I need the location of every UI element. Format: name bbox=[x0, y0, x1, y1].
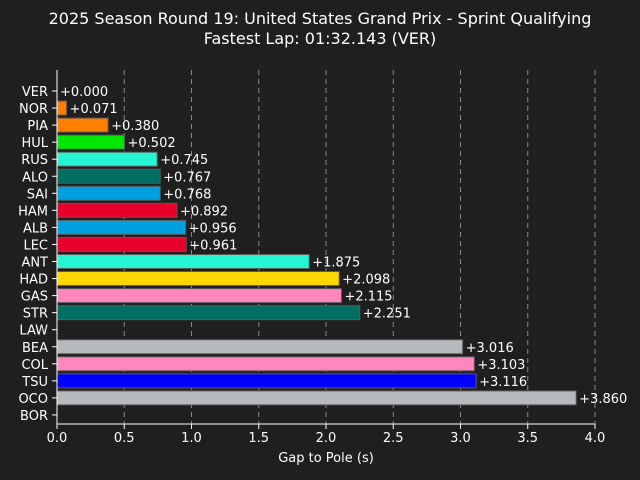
y-tick-label-str: STR bbox=[23, 307, 48, 322]
bar-had bbox=[56, 271, 340, 287]
bar-hul bbox=[56, 134, 126, 150]
axes: 0.0 0.5 1.0 1.5 2.0 2.5 3.0 3.5 4.0 VER NOR PIA HUL R… bbox=[18, 70, 605, 446]
bar-ant bbox=[56, 254, 310, 269]
data-label-col: +3.103 bbox=[477, 358, 525, 373]
data-label-oco: +3.860 bbox=[579, 392, 627, 407]
y-tick-label-alb: ALB bbox=[23, 221, 48, 236]
bar-sai bbox=[56, 185, 161, 201]
y-tick-label-gas: GAS bbox=[21, 290, 48, 305]
data-label-lec: +0.961 bbox=[189, 238, 237, 253]
data-label-pia: +0.380 bbox=[111, 119, 159, 134]
y-tick-label-hul: HUL bbox=[21, 136, 48, 151]
y-tick-label-ver: VER bbox=[22, 85, 48, 100]
y-tick-label-bor: BOR bbox=[20, 409, 48, 424]
y-tick-label-sai: SAI bbox=[27, 187, 48, 202]
x-tick-label: 0.5 bbox=[114, 431, 135, 446]
data-label-bea: +3.016 bbox=[466, 341, 514, 356]
x-tick-label: 2.0 bbox=[316, 431, 337, 446]
data-label-ver: +0.000 bbox=[60, 85, 108, 100]
x-axis-label: Gap to Pole (s) bbox=[278, 451, 374, 466]
y-tick-label-bea: BEA bbox=[22, 341, 48, 356]
x-tick-label: 3.0 bbox=[450, 431, 471, 446]
data-label-rus: +0.745 bbox=[160, 153, 208, 168]
bar-gas bbox=[56, 288, 342, 304]
bars: +0.000 +0.071 +0.380 +0.502 +0.745 +0.767 +0.7… bbox=[56, 85, 627, 407]
x-tick-label: 0.0 bbox=[47, 431, 68, 446]
chart-subtitle: Fastest Lap: 01:32.143 (VER) bbox=[204, 29, 437, 48]
y-tick-label-rus: RUS bbox=[21, 153, 48, 168]
y-tick-label-had: HAD bbox=[19, 273, 48, 288]
y-tick-label-nor: NOR bbox=[19, 102, 48, 117]
data-label-ant: +1.875 bbox=[312, 256, 360, 271]
y-tick-label-ant: ANT bbox=[21, 256, 48, 271]
y-tick-label-ham: HAM bbox=[18, 204, 48, 219]
y-tick-label-oco: OCO bbox=[18, 392, 48, 407]
y-tick-label-tsu: TSU bbox=[21, 375, 48, 390]
data-label-sai: +0.768 bbox=[163, 187, 211, 202]
data-label-str: +2.251 bbox=[363, 307, 411, 322]
y-tick-label-pia: PIA bbox=[27, 119, 48, 134]
y-tick-label-law: LAW bbox=[19, 324, 48, 339]
bar-rus bbox=[56, 151, 158, 167]
data-label-hul: +0.502 bbox=[128, 136, 176, 151]
bar-str bbox=[56, 305, 361, 321]
bar-alb bbox=[56, 219, 187, 235]
data-label-ham: +0.892 bbox=[180, 204, 228, 219]
bar-nor bbox=[56, 100, 68, 116]
bar-oco bbox=[56, 390, 577, 406]
data-label-alb: +0.956 bbox=[189, 221, 237, 236]
y-tick-label-col: COL bbox=[21, 358, 48, 373]
bar-tsu bbox=[56, 373, 477, 389]
data-label-tsu: +3.116 bbox=[479, 375, 527, 390]
x-tick-label: 1.5 bbox=[248, 431, 269, 446]
bar-pia bbox=[56, 117, 109, 133]
y-tick-label-alo: ALO bbox=[22, 170, 48, 185]
bar-lec bbox=[56, 236, 187, 252]
x-tick-label: 3.5 bbox=[517, 431, 538, 446]
y-tick-label-lec: LEC bbox=[23, 238, 48, 253]
bar-alo bbox=[56, 168, 161, 184]
chart-title: 2025 Season Round 19: United States Gran… bbox=[49, 9, 592, 28]
data-label-gas: +2.115 bbox=[344, 290, 392, 305]
data-label-had: +2.098 bbox=[342, 273, 390, 288]
x-tick-label: 4.0 bbox=[585, 431, 606, 446]
x-tick-label: 1.0 bbox=[181, 431, 202, 446]
bar-bea bbox=[56, 339, 464, 355]
x-tick-label: 2.5 bbox=[383, 431, 404, 446]
data-label-alo: +0.767 bbox=[163, 170, 211, 185]
bar-ham bbox=[56, 202, 178, 218]
data-label-nor: +0.071 bbox=[70, 102, 118, 117]
bar-col bbox=[56, 356, 475, 372]
